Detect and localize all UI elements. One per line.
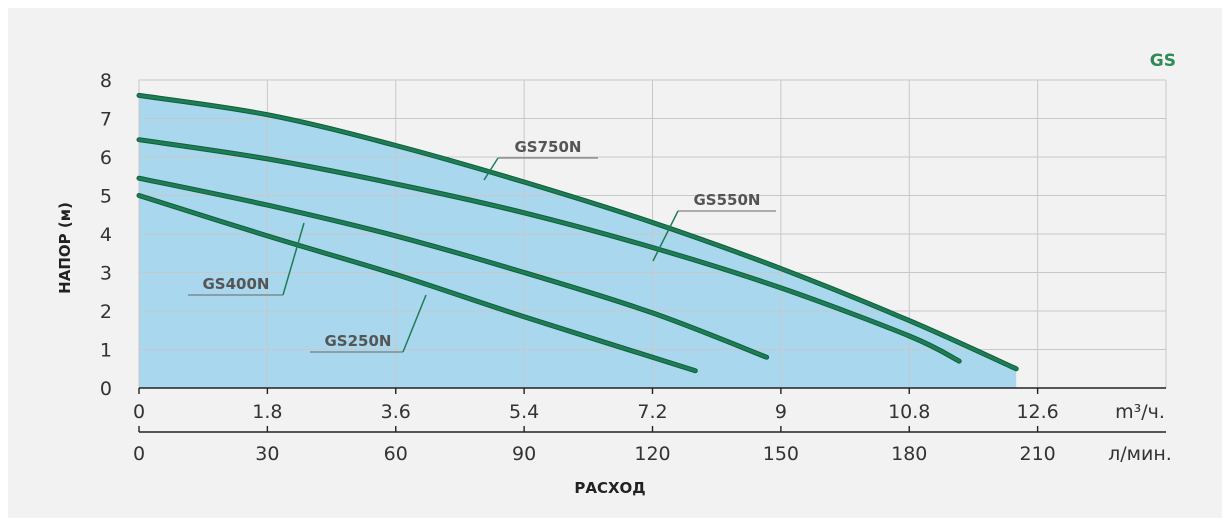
x-tick-label: 0 [133,401,145,423]
series-label-gs550n: GS550N [694,191,761,209]
series-label-gs750n: GS750N [515,138,582,156]
y-tick-labels: 0 1 2 3 4 5 6 7 8 [100,70,112,400]
y-tick-label: 1 [100,340,112,362]
callout-leader [402,294,427,353]
callout-leader [483,157,499,181]
x-tick-label: 180 [891,443,927,465]
coverage-fill [139,95,1017,389]
brand-label: GS [1150,51,1176,71]
x-tick-label: 120 [634,443,670,465]
x-tick-label: 30 [255,443,279,465]
series-label-gs400n: GS400N [203,275,270,293]
x-tick-label: 3.6 [381,401,411,423]
series-line-gs400n [137,176,769,359]
x-tick-label: 12.6 [1016,401,1058,423]
y-tick-label: 4 [100,224,112,246]
callout-leader [282,222,305,296]
series-labels: GS750N GS550N GS400N GS250N [188,138,776,353]
x-tick-label: 210 [1019,443,1055,465]
y-tick-label: 6 [100,147,112,169]
y-tick-label: 2 [100,301,112,323]
y-tick-label: 5 [100,186,112,208]
x-tick-label: 90 [512,443,536,465]
x-tick-label: 9 [775,401,787,423]
x-tick-label: 10.8 [888,401,930,423]
x-axes: 0 1.8 3.6 5.4 7.2 9 10.8 12.6 m³/ч. 0 30 60 90 120 150… [133,387,1172,465]
x-tick-label: 7.2 [637,401,667,423]
y-tick-label: 7 [100,109,112,131]
series-lines [136,92,1019,374]
y-tick-label: 0 [100,378,112,400]
coverage-area [139,95,1017,389]
x-tick-label: 60 [384,443,408,465]
series-label-gs250n: GS250N [325,332,392,350]
series-line-gs750n [137,93,1018,371]
y-axis-label: НАПОР (м) [56,202,74,294]
grid [138,79,1167,389]
x-tick-label: 1.8 [252,401,282,423]
x-axis-label: РАСХОД [574,479,645,497]
pump-performance-chart: GS750N GS550N GS400N GS250N 0 1 2 3 4 5 6 7 8 0 1.8 3… [56,51,1176,497]
chart-card: GS750N GS550N GS400N GS250N 0 1 2 3 4 5 6 7 8 0 1.8 3… [8,8,1222,518]
series-line-gs250n [137,194,697,373]
y-tick-label: 8 [100,70,112,92]
x-tick-label: 0 [133,443,145,465]
series-line-gs550n [137,138,961,363]
x-axis-unit: m³/ч. [1115,401,1165,423]
y-tick-label: 3 [100,263,112,285]
x-tick-label: 150 [763,443,799,465]
x-axis-unit: л/мин. [1108,443,1172,465]
callout-leader [652,210,679,262]
x-tick-label: 5.4 [509,401,539,423]
